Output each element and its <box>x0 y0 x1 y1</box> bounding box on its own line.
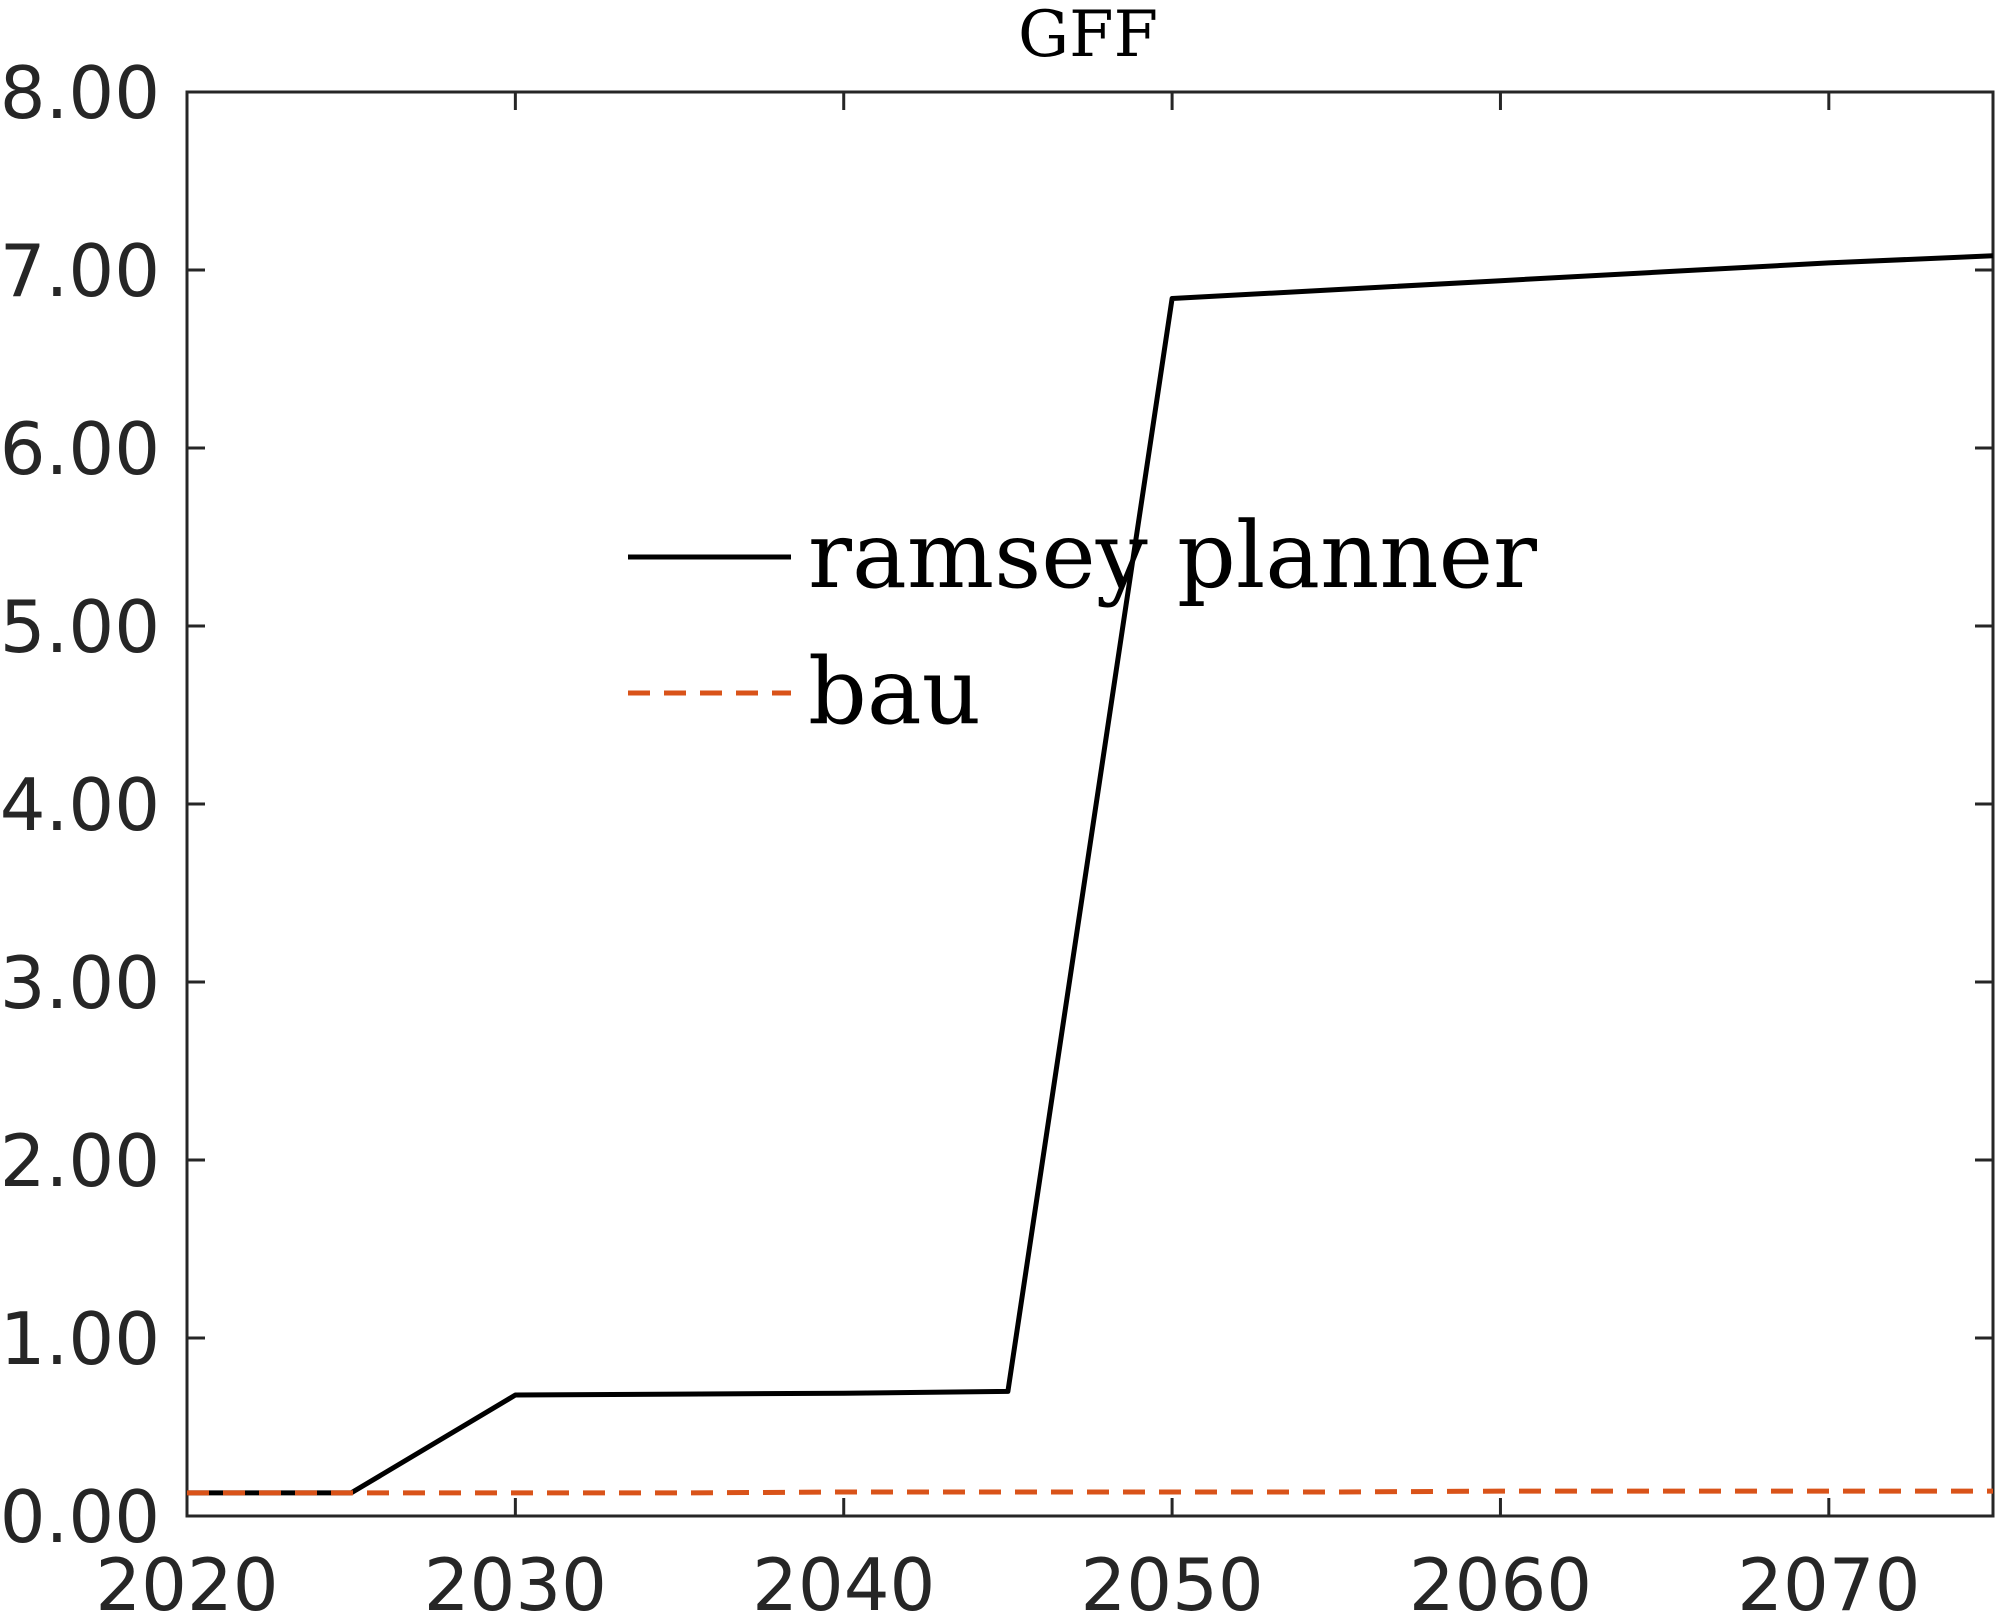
legend: ramsey planner bau <box>628 502 1537 745</box>
y-tick-label: 4.00 <box>0 763 160 847</box>
y-tick-label: 0.00 <box>0 1475 160 1559</box>
y-tick-label: 8.00 <box>0 51 160 135</box>
x-tick-label: 2050 <box>1080 1543 1263 1614</box>
axis-ticks: 2020 2030 2040 2050 2060 2070 0.00 1.00 2.00 3.00… <box>0 51 1993 1614</box>
x-tick-label: 2070 <box>1737 1543 1920 1614</box>
plot-area-frame <box>185 90 1995 1518</box>
x-tick-label: 2040 <box>752 1543 935 1614</box>
y-tick-label: 3.00 <box>0 941 160 1025</box>
x-tick-label: 2020 <box>95 1543 278 1614</box>
y-tick-label: 5.00 <box>0 585 160 669</box>
legend-label-bau: bau <box>808 638 981 745</box>
y-tick-label: 7.00 <box>0 229 160 313</box>
y-tick-label: 6.00 <box>0 407 160 491</box>
chart-title: GFF <box>1018 0 1158 72</box>
series-layer <box>187 253 1994 1496</box>
x-tick-label: 2060 <box>1409 1543 1592 1614</box>
legend-label-ramsey-planner: ramsey planner <box>808 502 1537 609</box>
y-tick-label: 1.00 <box>0 1297 160 1381</box>
series-line-ramsey-planner <box>187 253 1994 1496</box>
x-tick-label: 2030 <box>424 1543 607 1614</box>
series-line-bau <box>187 1488 1993 1496</box>
y-tick-label: 2.00 <box>0 1119 160 1203</box>
